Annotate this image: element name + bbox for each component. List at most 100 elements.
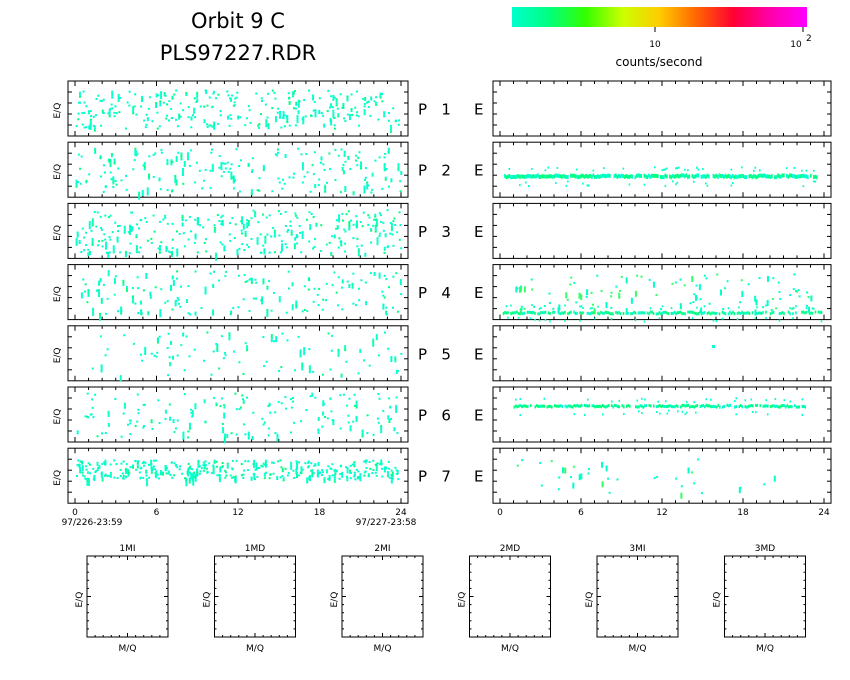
data-pixel bbox=[92, 416, 95, 419]
data-pixel bbox=[300, 468, 303, 471]
data-pixel bbox=[372, 342, 375, 345]
data-pixel bbox=[288, 124, 291, 127]
mass-panel-title: 3MI bbox=[629, 544, 645, 554]
data-pixel bbox=[368, 216, 371, 219]
data-pixel bbox=[371, 188, 374, 191]
data-pixel bbox=[813, 175, 815, 180]
data-pixel bbox=[311, 392, 314, 395]
data-pixel bbox=[332, 109, 335, 112]
data-pixel bbox=[363, 105, 366, 108]
data-pixel bbox=[356, 245, 359, 248]
data-pixel bbox=[618, 173, 620, 178]
data-pixel bbox=[805, 169, 808, 172]
data-pixel bbox=[600, 289, 603, 292]
data-pixel bbox=[182, 332, 185, 335]
data-pixel bbox=[193, 241, 196, 244]
data-pixel bbox=[219, 114, 222, 117]
data-pixel bbox=[87, 290, 90, 293]
data-pixel bbox=[586, 184, 589, 187]
data-pixel bbox=[635, 405, 637, 409]
data-pixel bbox=[538, 319, 541, 322]
data-pixel bbox=[137, 287, 140, 290]
data-pixel bbox=[341, 166, 344, 169]
data-pixel bbox=[194, 311, 197, 314]
data-pixel bbox=[572, 405, 574, 409]
data-pixel bbox=[86, 415, 89, 418]
data-pixel bbox=[238, 408, 241, 411]
data-pixel bbox=[86, 481, 89, 484]
data-pixel bbox=[223, 412, 226, 415]
p-channel-label: P 6 bbox=[418, 407, 451, 425]
data-pixel bbox=[332, 115, 335, 118]
data-pixel bbox=[518, 404, 520, 408]
data-pixel bbox=[691, 317, 694, 320]
data-pixel bbox=[589, 307, 592, 310]
data-pixel bbox=[230, 432, 233, 435]
data-pixel bbox=[100, 124, 103, 127]
data-pixel bbox=[85, 231, 88, 234]
data-pixel bbox=[789, 404, 792, 408]
data-pixel bbox=[271, 89, 274, 92]
data-pixel bbox=[79, 460, 82, 463]
data-pixel bbox=[307, 465, 310, 468]
data-pixel bbox=[101, 239, 104, 242]
data-pixel bbox=[372, 344, 375, 347]
data-pixel bbox=[234, 480, 237, 483]
data-pixel bbox=[371, 472, 374, 475]
data-pixel bbox=[268, 402, 271, 405]
data-pixel bbox=[391, 306, 394, 309]
data-pixel bbox=[390, 417, 393, 420]
data-pixel bbox=[687, 169, 689, 172]
data-pixel bbox=[229, 167, 232, 170]
data-pixel bbox=[308, 240, 311, 243]
data-pixel bbox=[99, 335, 102, 338]
mass-panel-ylabel: E/Q bbox=[585, 592, 595, 608]
data-pixel bbox=[255, 281, 258, 284]
data-pixel bbox=[219, 470, 222, 473]
data-pixel bbox=[347, 157, 350, 160]
data-pixel bbox=[216, 345, 219, 348]
data-pixel bbox=[226, 434, 229, 437]
data-pixel bbox=[547, 174, 550, 179]
data-pixel bbox=[109, 238, 112, 241]
data-pixel bbox=[134, 302, 137, 305]
data-pixel bbox=[94, 151, 97, 154]
data-pixel bbox=[159, 220, 162, 223]
data-pixel bbox=[100, 368, 103, 371]
data-pixel bbox=[299, 355, 302, 358]
data-pixel bbox=[117, 93, 120, 96]
data-pixel bbox=[631, 174, 634, 179]
data-pixel bbox=[176, 296, 179, 299]
data-pixel bbox=[266, 285, 269, 288]
time-axis: 97/226-23:59 97/227-23:58 0 6 12 18 24 0 6 12 18… bbox=[62, 508, 830, 528]
colorbar-label: counts/second bbox=[616, 55, 703, 69]
data-pixel bbox=[80, 460, 83, 463]
data-pixel bbox=[544, 318, 547, 321]
data-pixel bbox=[103, 461, 106, 464]
data-pixel bbox=[768, 174, 770, 179]
data-pixel bbox=[229, 310, 232, 313]
data-pixel bbox=[766, 275, 769, 282]
data-pixel bbox=[233, 101, 236, 104]
data-pixel bbox=[112, 180, 115, 183]
data-pixel bbox=[254, 213, 257, 216]
data-pixel bbox=[753, 169, 755, 172]
data-pixel bbox=[516, 464, 519, 467]
data-pixel bbox=[820, 311, 823, 315]
data-pixel bbox=[191, 478, 194, 481]
data-pixel bbox=[528, 185, 530, 188]
data-pixel bbox=[306, 481, 309, 484]
data-pixel bbox=[119, 377, 122, 380]
data-pixel bbox=[101, 245, 104, 248]
data-pixel bbox=[310, 469, 313, 472]
data-pixel bbox=[693, 175, 695, 180]
data-pixel bbox=[388, 476, 391, 479]
data-pixel bbox=[183, 162, 186, 165]
data-pixel bbox=[310, 212, 313, 215]
data-pixel bbox=[76, 464, 79, 467]
data-pixel bbox=[611, 400, 613, 403]
data-pixel bbox=[638, 405, 640, 409]
data-pixel bbox=[263, 248, 266, 251]
data-pixel bbox=[345, 213, 348, 216]
data-pixel bbox=[333, 124, 336, 127]
